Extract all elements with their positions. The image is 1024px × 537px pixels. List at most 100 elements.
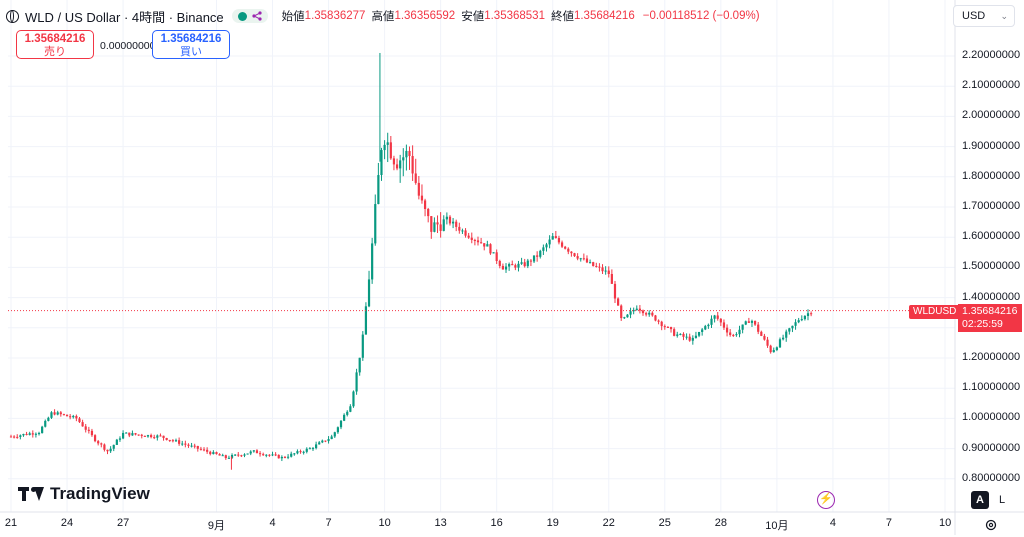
bar-countdown: 02:25:59 [962,318,1003,330]
market-status-badge[interactable] [231,9,268,23]
candle-body [255,450,259,454]
candle-body [252,450,255,452]
candle-body [651,312,654,316]
candle-body [246,453,249,455]
candle-body [489,244,492,254]
candle-body [262,454,265,456]
candle-body [168,439,171,441]
candle-body [498,260,501,266]
candle-body [641,310,645,314]
candle-body [719,318,722,323]
candle-body [760,331,763,336]
candle-body [286,456,290,458]
close-value: 1.35684216 [573,10,635,22]
candle-body [782,337,785,340]
candle-body [545,244,548,248]
candle-body [436,222,439,225]
candle-body [202,449,206,451]
candle-body [529,260,533,262]
candle-body [321,440,324,443]
high-label: 高値 [371,11,395,23]
candle-body [84,426,87,430]
candle-body [548,239,551,245]
buy-button[interactable]: 1.35684216 買い [152,30,230,59]
spread-value: 0.00000000 [100,40,156,52]
candle-body [663,326,666,328]
candle-body [171,440,174,442]
lightning-icon[interactable]: ⚡ [817,491,835,509]
candle-body [47,417,50,421]
candle-body [458,226,461,231]
candle-body [339,420,343,428]
candle-body [806,313,810,316]
candle-body [16,436,19,438]
candle-body [28,433,31,435]
price-tick-label: 1.80000000 [962,169,1021,182]
settings-gear-icon[interactable] [984,518,998,532]
candle-body [346,411,349,415]
symbol-title[interactable]: WLD / US Dollar · 4時間 · Binance [25,9,224,25]
currency-value: USD [962,10,986,22]
candle-body [50,412,53,418]
candle-body [638,308,641,311]
candle-body [13,436,16,438]
candle-body [526,260,529,267]
price-tick-label: 0.90000000 [962,441,1021,454]
candle-body [610,273,613,284]
candle-body [349,406,352,412]
price-tick-label: 1.60000000 [962,230,1021,243]
candle-body [508,264,511,267]
candle-body [56,412,59,415]
candle-body [710,318,713,325]
candle-body [617,298,620,306]
candle-body [744,321,747,325]
candle-body [576,256,579,259]
buy-label: 買い [180,46,202,58]
candle-body [629,311,632,315]
candle-body [676,334,679,336]
log-scale-button[interactable]: L [998,494,1006,506]
open-value: 1.35836277 [304,10,366,22]
candle-body [240,455,243,457]
candle-body [103,444,106,450]
change-value: −0.00118512 (−0.09%) [642,10,760,22]
candle-body [193,445,196,447]
candle-body [564,246,567,249]
candle-body [178,440,181,444]
candle-body [729,332,732,335]
currency-select[interactable]: USD ⌄ [953,5,1015,27]
candle-body [579,258,582,260]
candle-body [523,262,526,267]
candle-body [645,313,648,315]
candle-body [694,335,698,338]
candle-body [230,455,234,458]
candle-body [268,454,271,456]
time-tick-label: 22 [602,517,615,529]
tradingview-logo[interactable]: TradingView [18,484,150,504]
candle-body [585,258,589,263]
candle-body [598,266,601,268]
candle-body [221,455,224,457]
candle-body [395,164,399,169]
open-label: 始値 [281,11,305,23]
candle-body [707,324,710,327]
candle-body [156,435,159,438]
candle-body [25,433,28,435]
candle-body [595,265,598,267]
candle-body [150,435,153,438]
price-tick-label: 2.10000000 [962,79,1021,92]
candle-body [501,265,505,270]
auto-scale-button[interactable]: A [971,491,989,509]
candle-body [532,255,536,262]
time-tick-label: 7 [885,517,893,529]
candle-body [274,454,277,456]
candle-body [153,437,156,439]
candle-body [367,279,371,307]
candle-body [601,267,604,272]
time-tick-label: 25 [658,517,671,529]
sell-button[interactable]: 1.35684216 売り [16,30,94,59]
price-tick-label: 1.50000000 [962,260,1021,273]
candle-body [380,150,383,176]
candle-body [725,327,729,333]
